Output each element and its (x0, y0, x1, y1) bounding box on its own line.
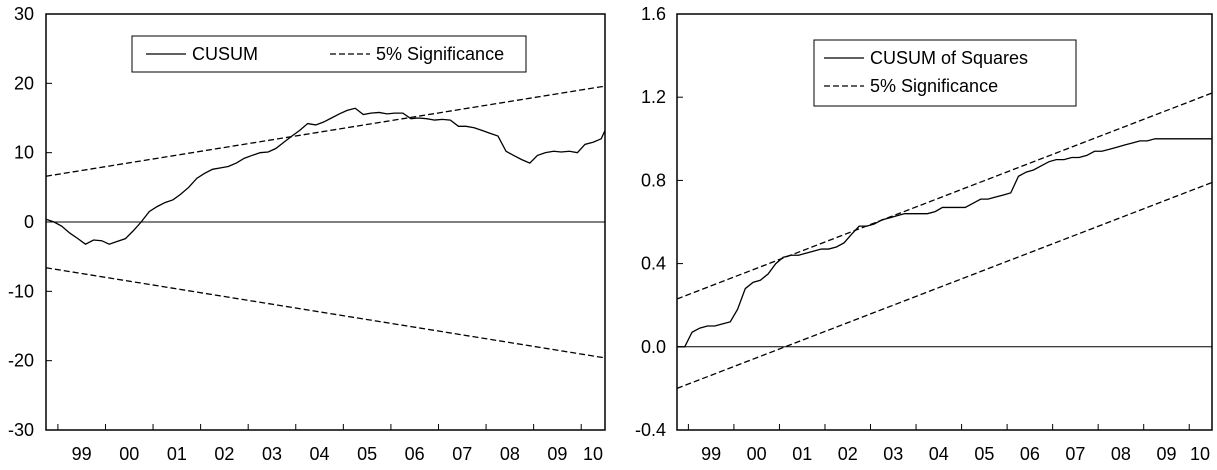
y-tick-label: 10 (14, 143, 34, 163)
x-tick-label: 04 (310, 444, 330, 464)
x-tick-label: 10 (583, 444, 603, 464)
x-tick-label: 03 (883, 444, 903, 464)
x-tick-label: 08 (1111, 444, 1131, 464)
lower-significance-line (676, 181, 1213, 390)
y-tick-label: -20 (8, 351, 34, 371)
x-tick-label: 09 (547, 444, 567, 464)
x-tick-label: 09 (1156, 444, 1176, 464)
lower-significance-line (45, 267, 606, 359)
x-tick-label: 00 (747, 444, 767, 464)
y-tick-label: -0.4 (635, 420, 666, 440)
y-tick-label: 0.4 (641, 254, 666, 274)
y-tick-label: -10 (8, 281, 34, 301)
chart-panel-2: -0.4 0.0 0.4 0.8 1.2 1.6 99 00 01 02 03 04 05 06 07 08 0… (635, 4, 1213, 464)
upper-significance-line (45, 85, 606, 177)
legend: CUSUM of Squares 5% Significance (813, 39, 1077, 107)
x-tick-label: 01 (792, 444, 812, 464)
x-tick-label: 02 (838, 444, 858, 464)
x-tick-label: 07 (1065, 444, 1085, 464)
legend-label: 5% Significance (870, 76, 998, 96)
x-tick-label: 00 (119, 444, 139, 464)
series-line-cusum-of-squares (677, 138, 1212, 348)
y-tick-label: 20 (14, 73, 34, 93)
legend-label: CUSUM of Squares (870, 48, 1028, 68)
x-tick-label: 06 (1020, 444, 1040, 464)
series-line-cusum (45, 107, 606, 245)
x-tick-label: 10 (1190, 444, 1210, 464)
x-tick-label: 01 (167, 444, 187, 464)
upper-significance-line (676, 92, 1213, 300)
x-tick-label: 07 (452, 444, 472, 464)
legend: CUSUM 5% Significance (131, 35, 527, 73)
legend-box (813, 39, 1077, 107)
x-tick-label: 03 (262, 444, 282, 464)
y-tick-label: 0 (24, 212, 34, 232)
legend-label: CUSUM (192, 44, 258, 64)
y-tick-label: 30 (14, 4, 34, 24)
x-tick-label: 06 (405, 444, 425, 464)
x-tick-label: 99 (701, 444, 721, 464)
x-tick-label: 05 (357, 444, 377, 464)
x-tick-label: 02 (214, 444, 234, 464)
y-tick-label: 1.2 (641, 87, 666, 107)
x-tick-label: 99 (72, 444, 92, 464)
y-tick-label: 1.6 (641, 4, 666, 24)
plot-frame (676, 13, 1213, 431)
chart-panel-1: -30 -20 -10 0 10 20 30 99 00 01 02 03 04 05 06 07 08 09 10… (8, 4, 606, 464)
x-tick-label: 08 (500, 444, 520, 464)
x-tick-label: 04 (929, 444, 949, 464)
y-tick-label: 0.0 (641, 337, 666, 357)
x-tick-label: 05 (974, 444, 994, 464)
legend-label: 5% Significance (376, 44, 504, 64)
legend-box (131, 35, 527, 73)
y-tick-label: 0.8 (641, 170, 666, 190)
y-tick-label: -30 (8, 420, 34, 440)
